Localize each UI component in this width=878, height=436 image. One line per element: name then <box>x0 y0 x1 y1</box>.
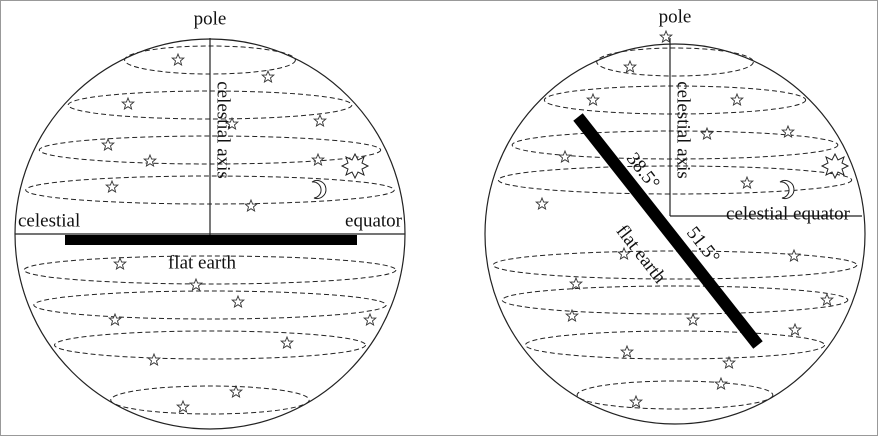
earth-label: flat earth <box>168 252 237 273</box>
equator-label: equator <box>345 210 403 231</box>
latitude-circle <box>34 291 386 319</box>
star <box>144 155 156 166</box>
star <box>364 314 376 325</box>
star <box>741 177 753 188</box>
star <box>122 98 134 109</box>
star <box>109 314 121 325</box>
star <box>232 296 244 307</box>
star <box>821 294 833 305</box>
flat-earth <box>578 117 758 345</box>
moon <box>780 181 794 199</box>
pole-label: pole <box>659 6 692 27</box>
star <box>102 139 114 150</box>
pole-label: pole <box>194 8 227 29</box>
stars <box>102 31 833 412</box>
star <box>559 151 571 162</box>
star <box>314 115 326 126</box>
sun <box>822 154 848 178</box>
axis-label: celestial axis <box>673 81 694 179</box>
equator-label: celestial equator <box>726 203 851 224</box>
latitude-circle <box>493 251 857 279</box>
star <box>536 198 548 209</box>
flat-earth <box>65 235 357 245</box>
star <box>630 396 642 407</box>
star <box>723 357 735 368</box>
star <box>715 378 727 389</box>
axis-label: celestial axis <box>213 81 234 179</box>
star <box>281 337 293 348</box>
latitude-circle <box>525 331 824 359</box>
star <box>731 94 743 105</box>
star <box>788 250 800 261</box>
star <box>245 200 257 211</box>
latitude-circle <box>577 381 773 409</box>
star <box>624 61 636 72</box>
star <box>190 279 202 290</box>
star <box>621 346 633 357</box>
latitude-circle <box>54 331 365 359</box>
star <box>172 54 184 65</box>
star <box>687 314 699 325</box>
star <box>570 278 582 289</box>
sun <box>342 154 368 178</box>
equator-label: celestial <box>18 210 80 231</box>
latitude-circle <box>111 386 309 414</box>
star <box>701 128 713 139</box>
star <box>312 154 324 165</box>
diagram: pole celestial axis celestial equator fl… <box>0 0 878 436</box>
star <box>587 94 599 105</box>
star <box>789 324 801 335</box>
moon <box>312 181 326 199</box>
star <box>262 71 274 82</box>
star <box>148 354 160 365</box>
star <box>106 181 118 192</box>
star <box>230 386 242 397</box>
star <box>177 401 189 412</box>
latitude-circle <box>502 286 848 314</box>
star <box>114 258 126 269</box>
